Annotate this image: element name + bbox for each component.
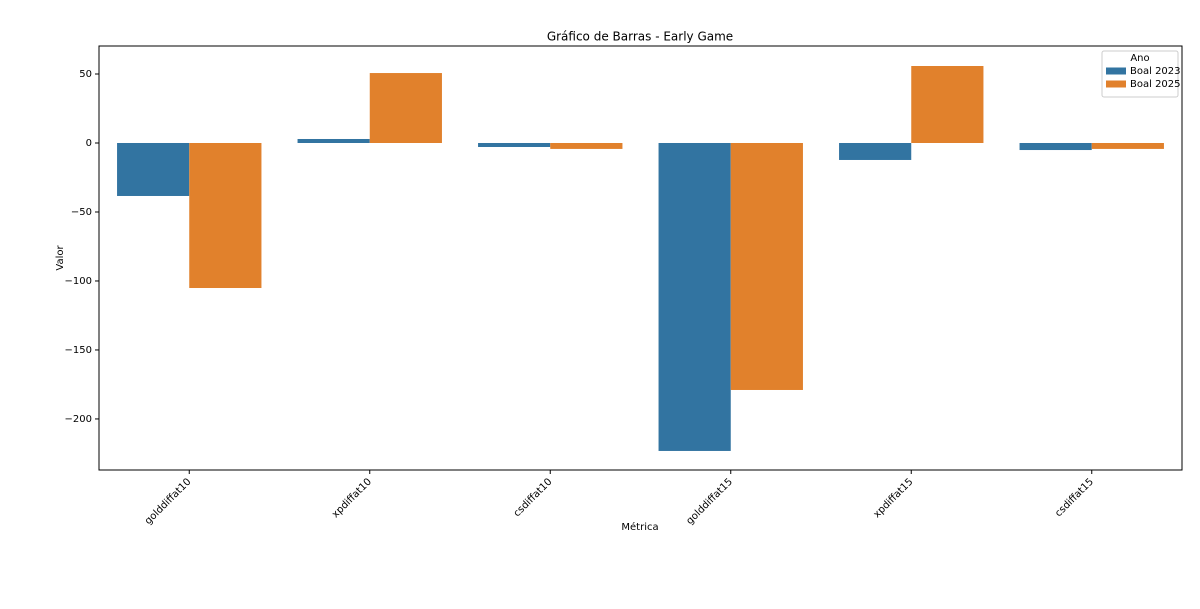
x-tick-label: csdiffat10 <box>512 476 555 519</box>
x-tick-label: golddiffat10 <box>143 476 193 526</box>
x-tick-label: golddiffat15 <box>685 476 735 526</box>
bar <box>369 73 442 143</box>
bar <box>1019 142 1092 151</box>
legend-label: Boal 2023 <box>1130 66 1181 77</box>
legend-title: Ano <box>1130 53 1149 64</box>
x-tick-label: xpdiffat15 <box>872 476 916 520</box>
y-axis-label: Valor <box>55 245 66 271</box>
bar <box>839 142 912 160</box>
x-tick-label: xpdiffat10 <box>330 476 374 520</box>
y-tick-label: −50 <box>71 207 92 218</box>
bar <box>658 142 731 451</box>
legend-swatch <box>1106 67 1126 75</box>
y-tick-label: 0 <box>86 138 92 149</box>
legend-swatch <box>1106 80 1126 88</box>
bar <box>297 138 370 143</box>
y-tick-label: 50 <box>79 69 92 80</box>
y-tick-label: −200 <box>65 414 92 425</box>
bar <box>478 142 551 147</box>
bar <box>117 142 190 196</box>
chart-title: Gráfico de Barras - Early Game <box>547 30 733 44</box>
plot-frame <box>98 45 1183 471</box>
x-axis-label: Métrica <box>621 521 658 533</box>
bar <box>550 142 623 149</box>
bar <box>730 142 803 390</box>
y-tick-label: −100 <box>65 276 92 287</box>
legend-label: Boal 2025 <box>1130 79 1181 90</box>
y-tick-label: −150 <box>65 345 92 356</box>
bar <box>189 142 262 289</box>
x-tick-label: csdiffat15 <box>1053 476 1096 519</box>
bar <box>911 66 984 143</box>
bar <box>1091 142 1164 149</box>
